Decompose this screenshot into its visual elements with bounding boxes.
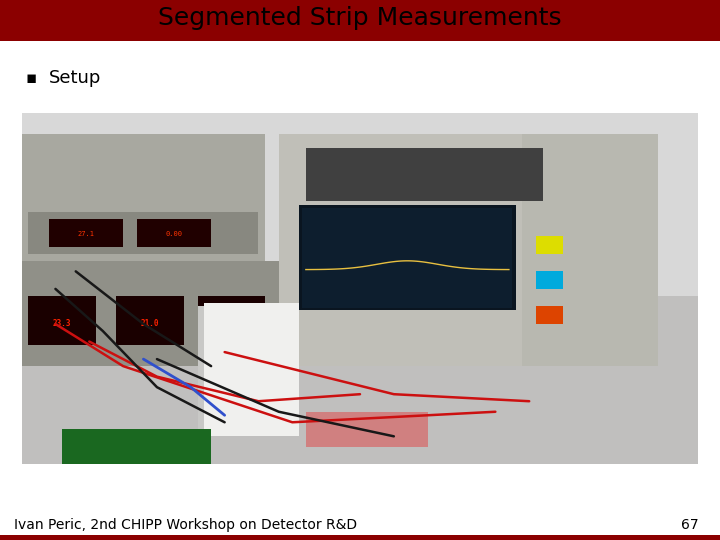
Bar: [22, 113, 698, 464]
Bar: [204, 303, 299, 436]
Bar: [523, 134, 658, 366]
Text: 0.00: 0.00: [166, 232, 182, 238]
Bar: [279, 134, 658, 366]
Bar: [22, 261, 279, 366]
Bar: [306, 148, 543, 201]
Bar: [306, 411, 428, 447]
Text: 32.3: 32.3: [222, 320, 240, 328]
Bar: [22, 134, 265, 261]
Bar: [302, 208, 513, 308]
Bar: [0, 35, 720, 40]
Bar: [117, 296, 184, 345]
Bar: [0, 535, 720, 540]
Text: Setup: Setup: [49, 69, 102, 87]
Bar: [299, 205, 516, 310]
Bar: [536, 237, 563, 254]
Bar: [536, 307, 563, 324]
Text: 27.1: 27.1: [77, 232, 94, 238]
Bar: [197, 296, 265, 345]
Text: Ivan Peric, 2nd CHIPP Workshop on Detector R&D: Ivan Peric, 2nd CHIPP Workshop on Detect…: [14, 518, 358, 532]
Bar: [137, 219, 211, 247]
Text: 67: 67: [681, 518, 698, 532]
Bar: [28, 212, 258, 254]
Text: Segmented Strip Measurements: Segmented Strip Measurements: [158, 5, 562, 30]
Bar: [22, 113, 698, 296]
Text: ▪: ▪: [25, 69, 37, 87]
Bar: [62, 429, 211, 464]
Bar: [536, 271, 563, 289]
Text: 21.0: 21.0: [141, 320, 159, 328]
Bar: [0, 0, 720, 35]
Bar: [0, 1, 720, 35]
Text: 23.3: 23.3: [53, 320, 71, 328]
Bar: [197, 306, 211, 440]
Bar: [28, 296, 96, 345]
Bar: [49, 219, 123, 247]
